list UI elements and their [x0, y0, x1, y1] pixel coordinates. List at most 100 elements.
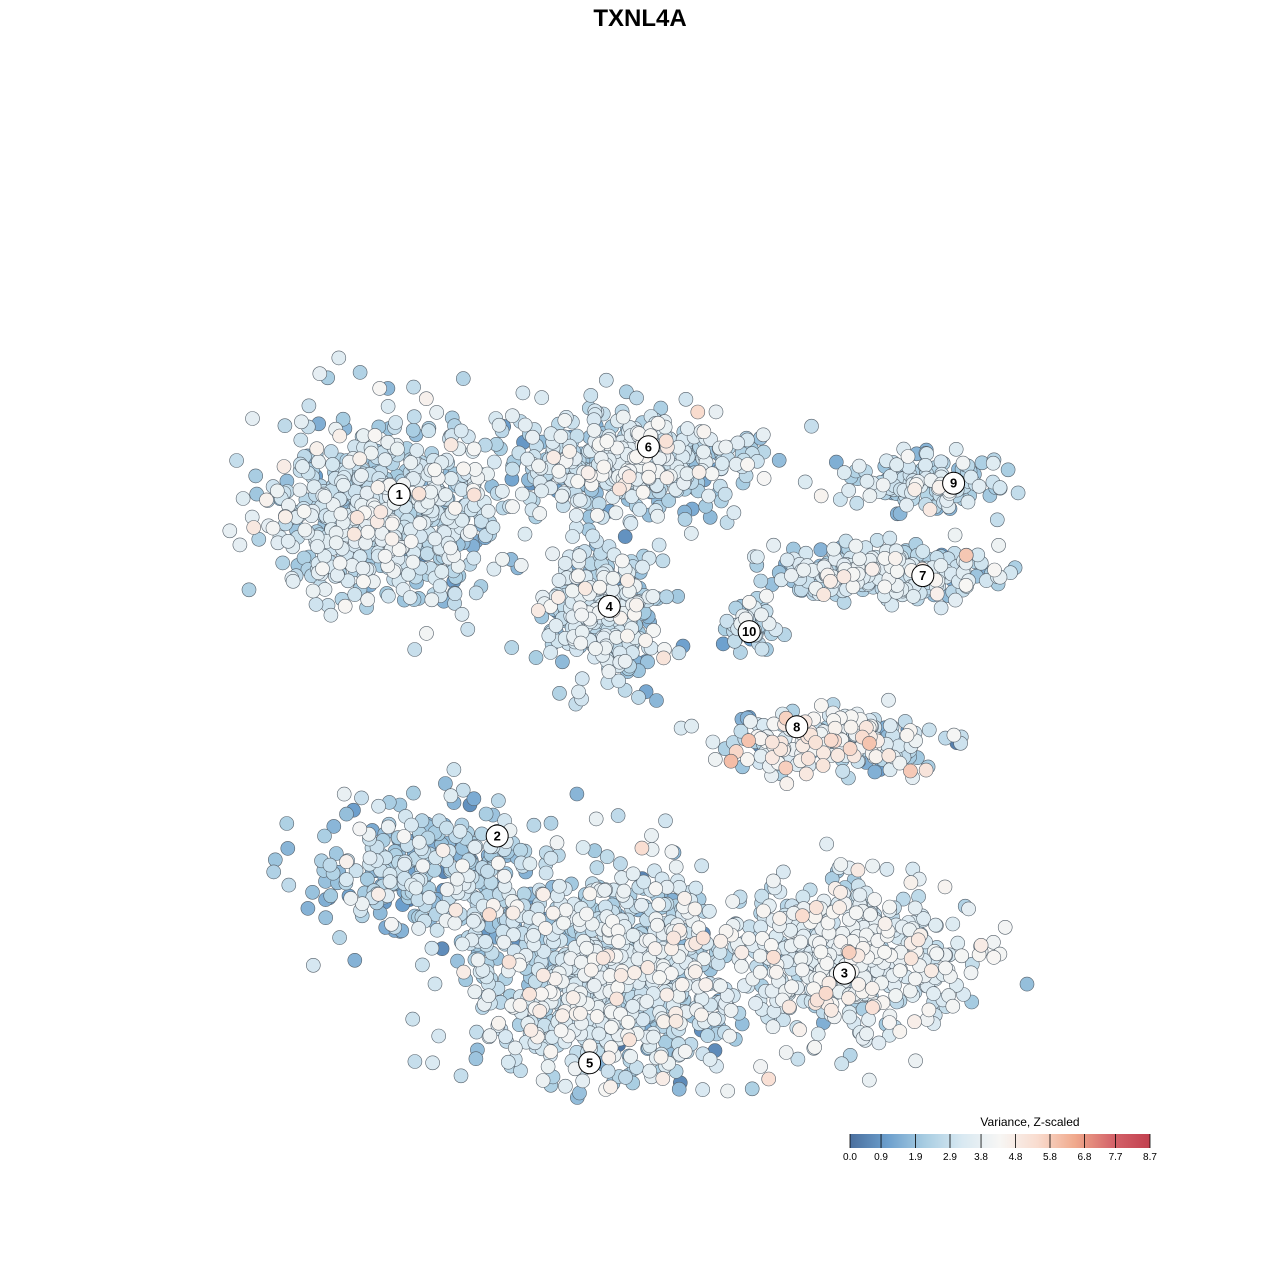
data-point — [933, 454, 949, 470]
data-point — [625, 927, 641, 943]
data-point — [574, 607, 590, 623]
data-point — [390, 441, 405, 457]
data-point — [598, 372, 614, 388]
data-point — [551, 573, 567, 588]
data-point — [460, 621, 476, 637]
data-point — [517, 526, 533, 542]
data-point — [443, 540, 458, 556]
data-point — [871, 1035, 887, 1051]
data-point — [861, 1072, 877, 1088]
data-point — [830, 747, 846, 763]
data-point — [424, 592, 440, 608]
data-point — [384, 916, 399, 932]
data-point — [775, 864, 791, 880]
data-point — [889, 563, 905, 579]
data-point — [708, 404, 724, 420]
data-point — [565, 990, 581, 1006]
data-point — [629, 597, 644, 613]
data-point — [380, 399, 396, 414]
data-point — [696, 424, 712, 440]
data-point — [565, 583, 580, 599]
data-point — [771, 452, 787, 468]
data-point — [425, 1055, 440, 1071]
data-point — [701, 488, 716, 504]
data-point — [991, 537, 1006, 553]
data-point — [454, 606, 470, 622]
data-point — [480, 503, 496, 519]
data-point — [622, 1032, 637, 1048]
data-point — [752, 964, 768, 980]
data-point — [482, 907, 497, 923]
data-point — [362, 850, 378, 866]
data-point — [570, 474, 586, 489]
data-point — [987, 562, 1002, 578]
data-point — [713, 933, 729, 949]
data-point — [545, 905, 561, 921]
data-point — [408, 880, 424, 896]
data-point — [279, 816, 295, 831]
data-point — [768, 964, 784, 980]
data-point — [656, 1014, 672, 1030]
data-point — [823, 732, 839, 748]
data-point — [311, 454, 326, 470]
data-point — [794, 962, 810, 978]
data-point — [446, 762, 462, 777]
data-point — [864, 981, 880, 996]
data-point — [572, 548, 587, 564]
data-point — [495, 551, 510, 567]
data-point — [790, 1051, 806, 1067]
data-point — [647, 941, 663, 957]
legend-tick-label: 2.9 — [943, 1152, 957, 1163]
data-point — [740, 752, 755, 767]
data-point — [259, 492, 274, 508]
data-point — [317, 828, 332, 844]
data-point — [929, 586, 945, 602]
data-point — [241, 582, 257, 598]
data-point — [916, 911, 931, 926]
data-point — [986, 950, 1002, 965]
data-point — [907, 482, 923, 497]
data-point — [549, 835, 565, 851]
data-point — [450, 953, 465, 969]
data-point — [575, 840, 591, 855]
data-point — [807, 1040, 823, 1055]
data-point — [269, 483, 285, 499]
data-point — [435, 843, 451, 858]
data-point — [616, 883, 632, 899]
data-point — [455, 782, 471, 798]
data-point — [308, 597, 324, 612]
data-point — [536, 944, 552, 959]
data-point — [639, 994, 655, 1009]
data-point — [963, 965, 979, 981]
data-point — [623, 1049, 638, 1064]
data-point — [473, 513, 489, 529]
data-point — [859, 473, 875, 489]
data-point — [447, 500, 463, 516]
data-point — [601, 664, 617, 679]
data-point — [816, 587, 832, 602]
data-point — [384, 516, 400, 532]
data-point — [596, 459, 612, 475]
data-point — [377, 452, 393, 468]
data-point — [740, 457, 755, 472]
data-point — [554, 488, 570, 504]
data-point — [427, 531, 443, 547]
data-point — [418, 391, 434, 407]
data-point — [765, 1019, 781, 1034]
data-point — [468, 1051, 484, 1066]
cluster-label-badge — [387, 482, 411, 506]
data-point — [779, 552, 795, 568]
data-point — [903, 763, 918, 779]
cluster-label: 6 — [645, 439, 652, 454]
data-point — [574, 671, 590, 687]
data-point — [545, 546, 560, 562]
data-point — [582, 886, 598, 902]
data-point — [842, 1009, 857, 1025]
data-point — [235, 491, 251, 506]
data-point — [611, 673, 627, 689]
data-point — [411, 834, 427, 850]
data-point — [650, 415, 666, 431]
data-point — [1019, 976, 1035, 992]
data-point — [534, 390, 550, 405]
data-point — [948, 592, 963, 608]
